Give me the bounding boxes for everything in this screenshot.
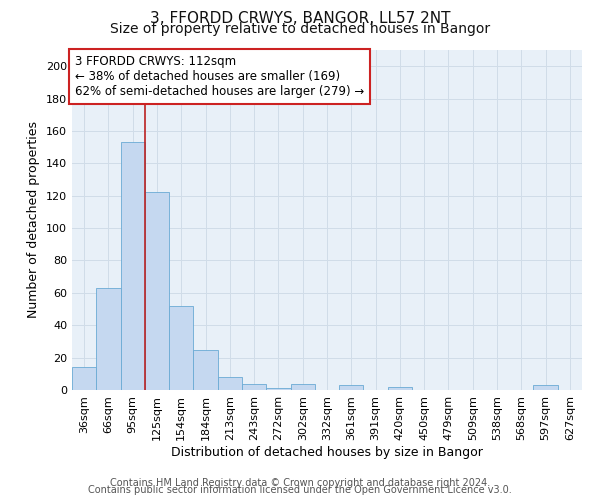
Bar [290, 384, 315, 390]
X-axis label: Distribution of detached houses by size in Bangor: Distribution of detached houses by size … [171, 446, 483, 458]
Bar [121, 142, 145, 390]
Text: 3 FFORDD CRWYS: 112sqm
← 38% of detached houses are smaller (169)
62% of semi-de: 3 FFORDD CRWYS: 112sqm ← 38% of detached… [74, 55, 364, 98]
Bar [96, 288, 121, 390]
Bar [193, 350, 218, 390]
Bar [218, 377, 242, 390]
Bar [533, 385, 558, 390]
Text: Size of property relative to detached houses in Bangor: Size of property relative to detached ho… [110, 22, 490, 36]
Bar [145, 192, 169, 390]
Bar [339, 385, 364, 390]
Bar [72, 368, 96, 390]
Text: Contains HM Land Registry data © Crown copyright and database right 2024.: Contains HM Land Registry data © Crown c… [110, 478, 490, 488]
Text: 3, FFORDD CRWYS, BANGOR, LL57 2NT: 3, FFORDD CRWYS, BANGOR, LL57 2NT [150, 11, 450, 26]
Bar [242, 384, 266, 390]
Bar [388, 387, 412, 390]
Bar [169, 306, 193, 390]
Bar [266, 388, 290, 390]
Y-axis label: Number of detached properties: Number of detached properties [28, 122, 40, 318]
Text: Contains public sector information licensed under the Open Government Licence v3: Contains public sector information licen… [88, 485, 512, 495]
